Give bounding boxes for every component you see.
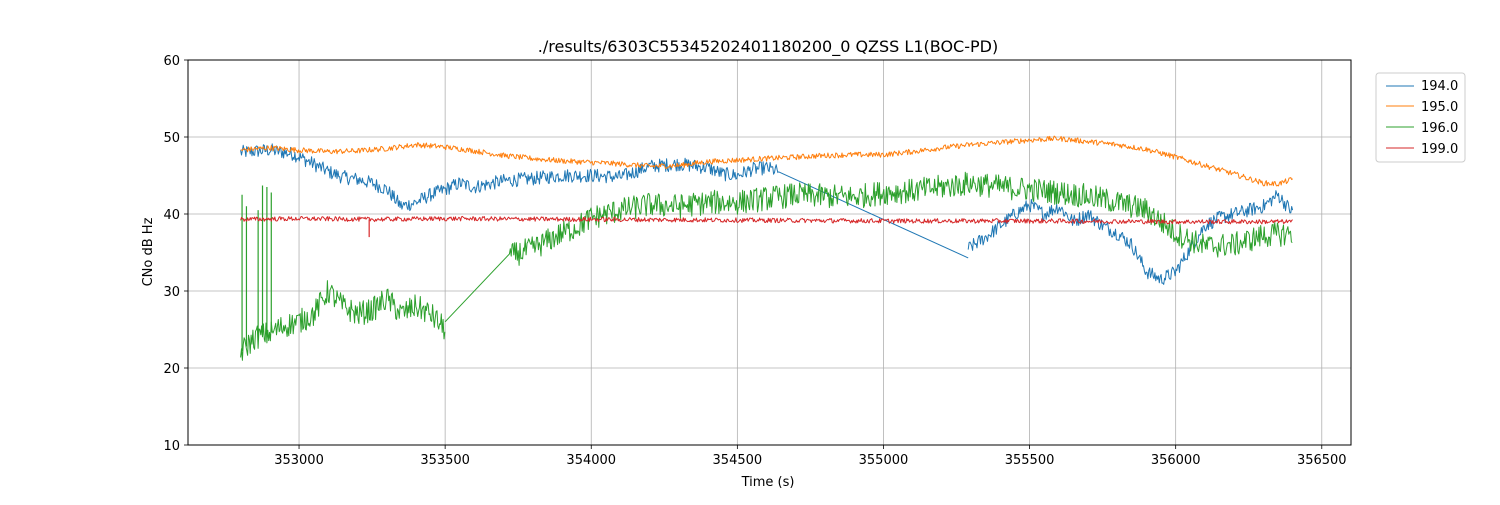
- series-194.0-segment: [240, 143, 779, 212]
- series-196.0-segment: [240, 280, 446, 361]
- x-tick-label: 355500: [1005, 453, 1055, 468]
- y-axis-label: CNo dB Hz: [141, 217, 156, 286]
- legend-label-199: 199.0: [1421, 142, 1458, 157]
- y-tick-label: 50: [163, 131, 180, 146]
- series-layer: [240, 135, 1294, 361]
- y-tick-label: 20: [163, 362, 180, 377]
- legend: 194.0 195.0 196.0 199.0: [1375, 72, 1466, 163]
- plot-frame: [187, 59, 1352, 446]
- chart-title: ./results/6303C55345202401180200_0 QZSS …: [538, 37, 998, 57]
- y-tick-label: 60: [163, 54, 180, 69]
- series-199.0-segment: [240, 215, 1293, 225]
- legend-label-196: 196.0: [1421, 121, 1458, 136]
- series-195.0: [240, 135, 1293, 187]
- series-196.0-segment: [508, 171, 1293, 266]
- y-tick-label: 40: [163, 208, 180, 223]
- x-tick-label: 354000: [566, 453, 616, 468]
- series-196.0-segment: [444, 253, 510, 323]
- y-tick-label: 30: [163, 285, 180, 300]
- x-tick-label: 353500: [420, 453, 470, 468]
- series-194.0-segment: [967, 190, 1294, 285]
- legend-label-195: 195.0: [1421, 100, 1458, 115]
- x-tick-label: 353000: [274, 453, 324, 468]
- x-tick-label: 354500: [713, 453, 763, 468]
- legend-label-194: 194.0: [1421, 79, 1458, 94]
- series-199.0: [240, 215, 1293, 238]
- ticks: 353000 353500 354000 354500 355000 355500 3560…: [163, 54, 1346, 468]
- x-tick-label: 355000: [859, 453, 909, 468]
- y-tick-label: 10: [163, 439, 180, 454]
- series-196.0: [240, 171, 1293, 361]
- legend-frame: [1375, 72, 1466, 163]
- series-195.0-segment: [240, 135, 1293, 187]
- x-axis-label: Time (s): [741, 475, 795, 490]
- x-tick-label: 356500: [1297, 453, 1347, 468]
- x-tick-label: 356000: [1151, 453, 1201, 468]
